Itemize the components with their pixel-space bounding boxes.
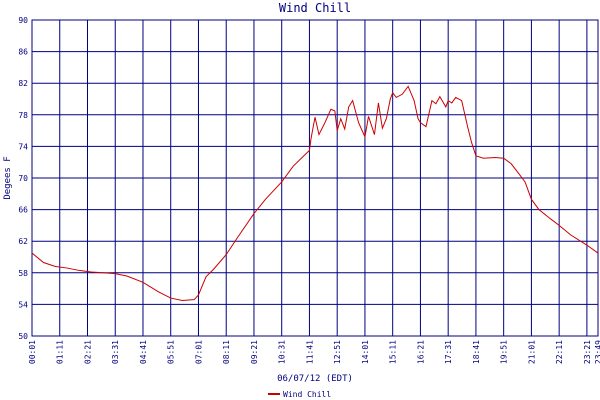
x-tick-label: 16:21 bbox=[416, 340, 425, 364]
x-tick-label: 23:49 bbox=[594, 340, 600, 364]
x-tick-label: 12:51 bbox=[333, 340, 342, 364]
y-tick-label: 62 bbox=[18, 237, 28, 246]
legend-label: Wind Chill bbox=[283, 390, 331, 399]
x-tick-label: 21:01 bbox=[527, 340, 536, 364]
series-line bbox=[31, 85, 599, 301]
y-tick-label: 90 bbox=[18, 16, 28, 25]
y-tick-label: 50 bbox=[18, 332, 28, 341]
y-tick-label: 74 bbox=[18, 142, 28, 151]
x-tick-label: 15:11 bbox=[389, 340, 398, 364]
y-tick-label: 58 bbox=[18, 269, 28, 278]
chart-title: Wind Chill bbox=[279, 1, 351, 15]
x-tick-label: 05:51 bbox=[167, 340, 176, 364]
x-tick-label: 03:31 bbox=[111, 340, 120, 364]
x-tick-label: 22:11 bbox=[555, 340, 564, 364]
y-tick-label: 86 bbox=[18, 48, 28, 57]
x-tick-label: 23:21 bbox=[583, 340, 592, 364]
x-tick-label: 14:01 bbox=[361, 340, 370, 364]
y-axis-label: Degees F bbox=[3, 156, 13, 199]
x-tick-label: 01:11 bbox=[56, 340, 65, 364]
x-tick-label: 00:01 bbox=[28, 340, 37, 364]
x-tick-label: 04:41 bbox=[139, 340, 148, 364]
x-tick-label: 09:21 bbox=[250, 340, 259, 364]
y-tick-label: 70 bbox=[18, 174, 28, 183]
y-tick-label: 82 bbox=[18, 79, 28, 88]
x-tick-label: 19:51 bbox=[500, 340, 509, 364]
x-tick-label: 02:21 bbox=[83, 340, 92, 364]
x-tick-label: 10:31 bbox=[278, 340, 287, 364]
x-tick-label: 08:11 bbox=[222, 340, 231, 364]
x-axis-label: 06/07/12 (EDT) bbox=[277, 374, 353, 384]
x-tick-label: 07:01 bbox=[194, 340, 203, 364]
x-tick-label: 17:31 bbox=[444, 340, 453, 364]
x-tick-label: 11:41 bbox=[305, 340, 314, 364]
y-tick-label: 78 bbox=[18, 111, 28, 120]
y-tick-label: 54 bbox=[18, 300, 28, 309]
x-tick-label: 18:41 bbox=[472, 340, 481, 364]
y-tick-label: 66 bbox=[18, 206, 28, 215]
